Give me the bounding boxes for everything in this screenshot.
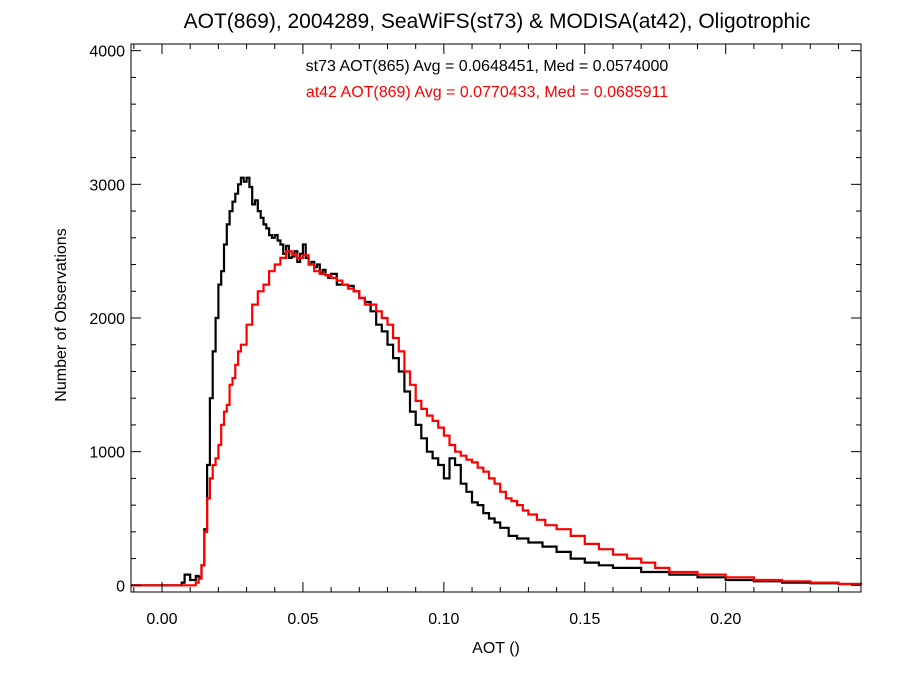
stats-annotation-st73: st73 AOT(865) Avg = 0.0648451, Med = 0.0… bbox=[306, 58, 669, 75]
plot-series bbox=[131, 176, 863, 587]
y-tick-label: 4000 bbox=[89, 44, 125, 61]
x-tick-label: 0.05 bbox=[287, 611, 318, 628]
x-tick-label: 0.15 bbox=[569, 611, 600, 628]
series-line-1 bbox=[131, 250, 863, 587]
y-axis-label: Number of Observations bbox=[53, 228, 70, 401]
plot-frame bbox=[130, 43, 862, 593]
y-tick-label: 0 bbox=[116, 578, 125, 595]
y-tick-label: 1000 bbox=[89, 445, 125, 462]
x-tick-label: 0.00 bbox=[146, 611, 177, 628]
series-line-0 bbox=[131, 176, 863, 587]
x-axis-label: AOT () bbox=[472, 640, 520, 657]
axes: 0.00 0.05 0.10 0.15 0.20 0 1000 2000 3000 4000 bbox=[89, 43, 862, 628]
stats-annotation-at42: at42 AOT(869) Avg = 0.0770433, Med = 0.0… bbox=[306, 84, 668, 101]
y-tick-label: 3000 bbox=[89, 177, 125, 194]
x-tick-label: 0.20 bbox=[710, 611, 741, 628]
chart-title: AOT(869), 2004289, SeaWiFS(st73) & MODIS… bbox=[184, 10, 811, 33]
y-tick-label: 2000 bbox=[89, 311, 125, 328]
x-tick-label: 0.10 bbox=[428, 611, 459, 628]
